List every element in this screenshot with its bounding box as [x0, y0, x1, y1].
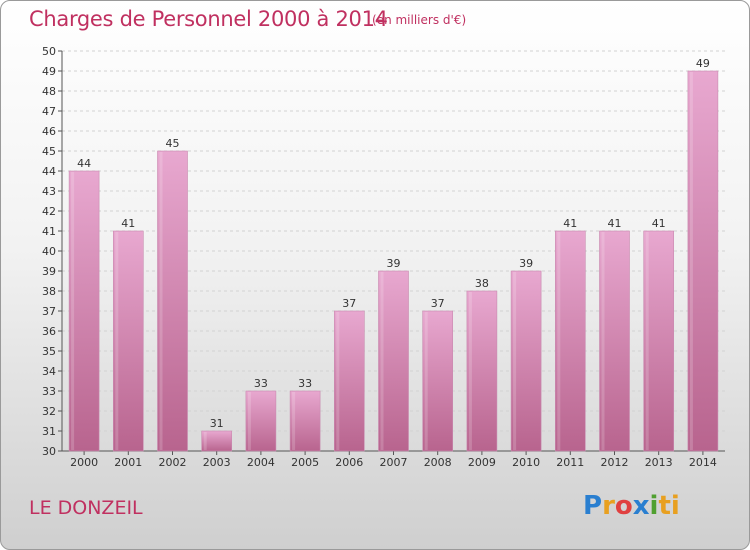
- y-tick-label: 34: [42, 365, 56, 378]
- y-tick-label: 37: [42, 305, 56, 318]
- y-tick-label: 31: [42, 425, 56, 438]
- bar-2007: [378, 270, 409, 452]
- y-tick-label: 48: [42, 85, 56, 98]
- value-label-2013: 41: [652, 217, 666, 230]
- bar-highlight: [689, 72, 693, 450]
- value-label-2006: 37: [342, 297, 356, 310]
- bar-2009: [466, 290, 498, 452]
- logo-letter: x: [632, 491, 650, 521]
- bar-highlight: [601, 232, 605, 450]
- value-label-2003: 31: [210, 417, 224, 430]
- logo-letter: o: [614, 491, 633, 521]
- x-tick-label-2003: 2003: [203, 456, 231, 469]
- x-tick-label-2001: 2001: [114, 456, 142, 469]
- bar-2002: [157, 150, 188, 452]
- bar-2008: [422, 310, 454, 452]
- logo-letter: i: [649, 491, 659, 521]
- value-label-2002: 45: [166, 137, 180, 150]
- x-tick-label-2012: 2012: [601, 456, 629, 469]
- bar-highlight: [71, 172, 75, 450]
- value-label-2007: 39: [387, 257, 401, 270]
- bar-highlight: [203, 432, 207, 450]
- bar-highlight: [513, 272, 517, 450]
- bar-2005: [289, 390, 321, 452]
- logo-letter: r: [602, 491, 615, 521]
- bar-2010: [510, 270, 542, 452]
- bar-highlight: [557, 232, 561, 450]
- x-tick-label-2006: 2006: [335, 456, 363, 469]
- chart-subtitle: (en milliers d'€): [372, 13, 467, 27]
- logo-letter: P: [583, 491, 603, 521]
- x-tick-label-2000: 2000: [70, 456, 98, 469]
- x-tick-label-2002: 2002: [159, 456, 187, 469]
- x-tick-label-2010: 2010: [512, 456, 540, 469]
- bar-2011: [554, 230, 586, 452]
- bar-2003: [201, 430, 232, 452]
- bar-2001: [113, 230, 144, 452]
- x-tick-label-2005: 2005: [291, 456, 319, 469]
- bar-highlight: [380, 272, 384, 450]
- y-tick-label: 45: [42, 145, 56, 158]
- y-tick-label: 41: [42, 225, 56, 238]
- x-tick-label-2008: 2008: [424, 456, 452, 469]
- bar-highlight: [247, 392, 251, 450]
- chart-title: Charges de Personnel 2000 à 2014: [29, 7, 388, 31]
- y-tick-label: 30: [42, 445, 56, 458]
- y-tick-label: 39: [42, 265, 56, 278]
- bar-highlight: [292, 392, 296, 450]
- bar-highlight: [336, 312, 340, 450]
- x-tick-label-2004: 2004: [247, 456, 275, 469]
- bar-highlight: [115, 232, 119, 450]
- value-label-2011: 41: [563, 217, 577, 230]
- x-tick-label-2014: 2014: [689, 456, 717, 469]
- value-label-2000: 44: [77, 157, 91, 170]
- bar-2014: [687, 70, 719, 452]
- bar-highlight: [645, 232, 649, 450]
- value-label-2012: 41: [608, 217, 622, 230]
- y-tick-label: 46: [42, 125, 56, 138]
- value-label-2001: 41: [121, 217, 135, 230]
- y-tick-label: 36: [42, 325, 56, 338]
- value-label-2008: 37: [431, 297, 445, 310]
- bar-highlight: [159, 152, 163, 450]
- bar-highlight: [424, 312, 428, 450]
- bar-2013: [643, 230, 675, 452]
- bar-2000: [68, 170, 100, 452]
- bar-2004: [245, 390, 277, 452]
- y-tick-label: 49: [42, 65, 56, 78]
- place-name: LE DONZEIL: [29, 497, 143, 519]
- y-tick-label: 32: [42, 405, 56, 418]
- y-tick-label: 43: [42, 185, 56, 198]
- x-tick-label-2007: 2007: [380, 456, 408, 469]
- x-tick-label-2013: 2013: [645, 456, 673, 469]
- x-tick-label-2011: 2011: [556, 456, 584, 469]
- bar-highlight: [468, 292, 472, 450]
- label-layer: 30 31 32 33 34 35 36 37 38 39 40 41 42 43 44 45 46 47 48 49…: [42, 45, 717, 469]
- y-tick-label: 47: [42, 105, 56, 118]
- value-label-2004: 33: [254, 377, 268, 390]
- logo-letter: ti: [658, 491, 680, 521]
- bar-2006: [333, 310, 365, 452]
- value-label-2014: 49: [696, 57, 710, 70]
- bar-layer: [68, 70, 719, 452]
- value-label-2005: 33: [298, 377, 312, 390]
- value-label-2010: 39: [519, 257, 533, 270]
- y-tick-label: 38: [42, 285, 56, 298]
- x-tick-label-2009: 2009: [468, 456, 496, 469]
- y-tick-label: 42: [42, 205, 56, 218]
- y-tick-label: 50: [42, 45, 56, 58]
- y-tick-label: 35: [42, 345, 56, 358]
- y-tick-label: 33: [42, 385, 56, 398]
- value-label-2009: 38: [475, 277, 489, 290]
- y-tick-label: 44: [42, 165, 56, 178]
- proxiti-logo: Proxiti: [583, 491, 680, 521]
- bar-2012: [599, 230, 630, 452]
- y-tick-label: 40: [42, 245, 56, 258]
